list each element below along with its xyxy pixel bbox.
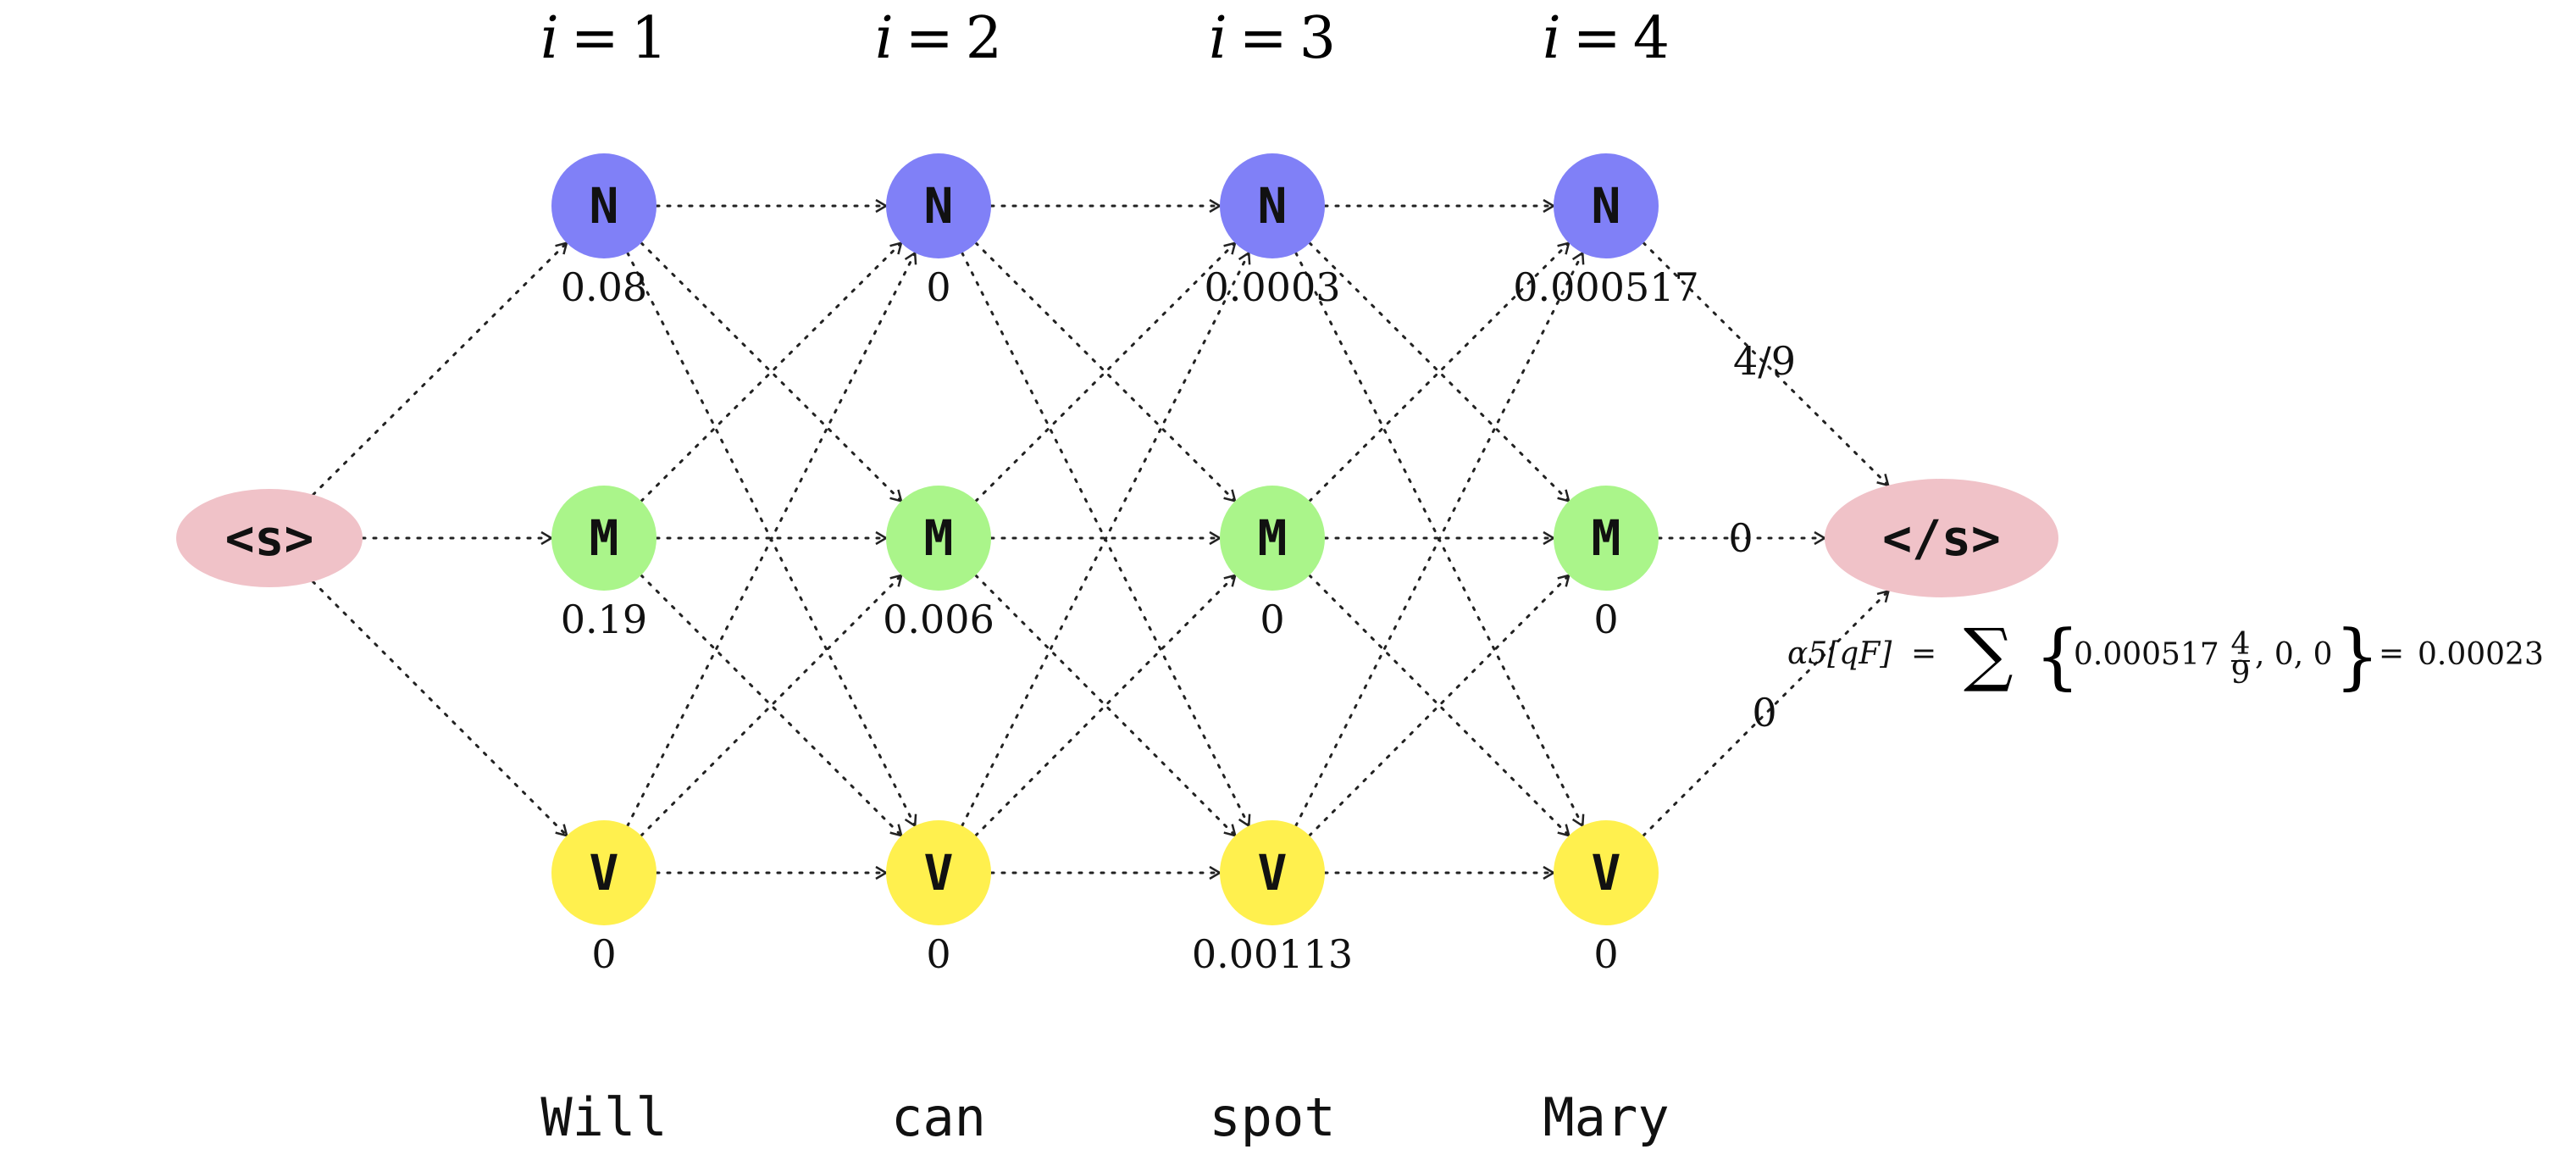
- observation-words: Will can spot Mary: [540, 1086, 1669, 1148]
- node-label: V: [590, 844, 619, 902]
- node-V-2: V: [886, 820, 991, 925]
- node-value-M-2: 0.006: [883, 597, 994, 642]
- edge-V-end: [1642, 589, 1891, 837]
- word-1: Will: [540, 1086, 667, 1148]
- node-value-M-1: 0.19: [561, 597, 647, 642]
- node-M-3: M: [1220, 486, 1325, 591]
- edge-1V-2N: [626, 251, 917, 828]
- word-4: Mary: [1543, 1086, 1669, 1148]
- node-label: M: [1258, 509, 1288, 567]
- formula-sum: ∑: [1964, 614, 2014, 695]
- node-value-M-3: 0: [1260, 597, 1284, 642]
- start-node-label: <s>: [225, 509, 314, 567]
- edge-N-end: [1642, 242, 1890, 487]
- node-label: V: [1592, 844, 1621, 902]
- final-edge-label-N: 4/9: [1733, 338, 1796, 384]
- end-node: </s>: [1825, 479, 2058, 597]
- node-values: 0.08 0.19 0 0 0.006 0 0.0003 0 0.00113 0.000517 0 0: [561, 264, 1699, 977]
- node-label: N: [924, 177, 954, 235]
- formula-rest: , 0, 0: [2255, 637, 2333, 672]
- formula-equals2: =: [2379, 636, 2404, 671]
- node-value-M-4: 0: [1593, 597, 1618, 642]
- column-headers: i = 1 i = 2 i = 3 i = 4: [540, 5, 1670, 72]
- node-label: N: [1592, 177, 1621, 235]
- node-value-V-4: 0: [1593, 931, 1618, 977]
- node-N-3: N: [1220, 153, 1325, 258]
- node-value-N-3: 0.0003: [1205, 264, 1341, 310]
- node-label: M: [590, 509, 619, 567]
- formula-lhs: α5[qF]: [1787, 636, 1892, 671]
- node-M-1: M: [551, 486, 656, 591]
- node-V-3: V: [1220, 820, 1325, 925]
- node-M-4: M: [1554, 486, 1659, 591]
- formula-term1: 0.000517: [2074, 637, 2219, 672]
- start-node: <s>: [176, 489, 363, 587]
- node-label: N: [1258, 177, 1288, 235]
- final-edge-label-V: 0: [1752, 690, 1776, 736]
- edge-3V-4N: [1294, 251, 1585, 828]
- column-header-2: i = 2: [875, 5, 1002, 72]
- node-V-4: V: [1554, 820, 1659, 925]
- edge-2V-3N: [961, 251, 1251, 828]
- formula-equals: =: [1911, 636, 1936, 671]
- node-N-2: N: [886, 153, 991, 258]
- node-label: N: [590, 177, 619, 235]
- word-3: spot: [1209, 1086, 1335, 1148]
- edge-start-N: [312, 241, 568, 497]
- node-label: M: [924, 509, 954, 567]
- final-edge-label-M: 0: [1728, 515, 1753, 561]
- node-N-4: N: [1554, 153, 1659, 258]
- formula-frac-den: 9: [2231, 656, 2251, 691]
- edges-layer: [311, 198, 1891, 880]
- node-value-V-1: 0: [591, 931, 616, 977]
- forward-formula: α5[qF] = ∑ { 0.000517 4 9 , 0, 0 } = 0.0…: [1787, 614, 2544, 697]
- node-value-N-2: 0: [926, 264, 950, 310]
- word-2: can: [891, 1086, 986, 1148]
- node-value-N-1: 0.08: [561, 264, 647, 310]
- end-node-label: </s>: [1882, 509, 2001, 567]
- node-M-2: M: [886, 486, 991, 591]
- column-header-3: i = 3: [1209, 5, 1336, 72]
- state-nodes: N M V N M V N M V N M V: [551, 153, 1659, 925]
- column-header-4: i = 4: [1543, 5, 1670, 72]
- edge-start-V: [311, 580, 568, 837]
- node-V-1: V: [551, 820, 656, 925]
- node-value-V-3: 0.00113: [1192, 931, 1353, 977]
- column-header-1: i = 1: [540, 5, 668, 72]
- formula-frac-num: 4: [2231, 627, 2251, 662]
- node-N-1: N: [551, 153, 656, 258]
- node-value-V-2: 0: [926, 931, 950, 977]
- formula-open-brace: {: [2035, 614, 2080, 697]
- node-value-N-4: 0.000517: [1513, 264, 1699, 310]
- formula-close-brace: }: [2335, 614, 2379, 697]
- node-label: M: [1592, 509, 1621, 567]
- node-label: V: [1258, 844, 1288, 902]
- formula-result: 0.00023: [2418, 637, 2544, 672]
- node-label: V: [924, 844, 954, 902]
